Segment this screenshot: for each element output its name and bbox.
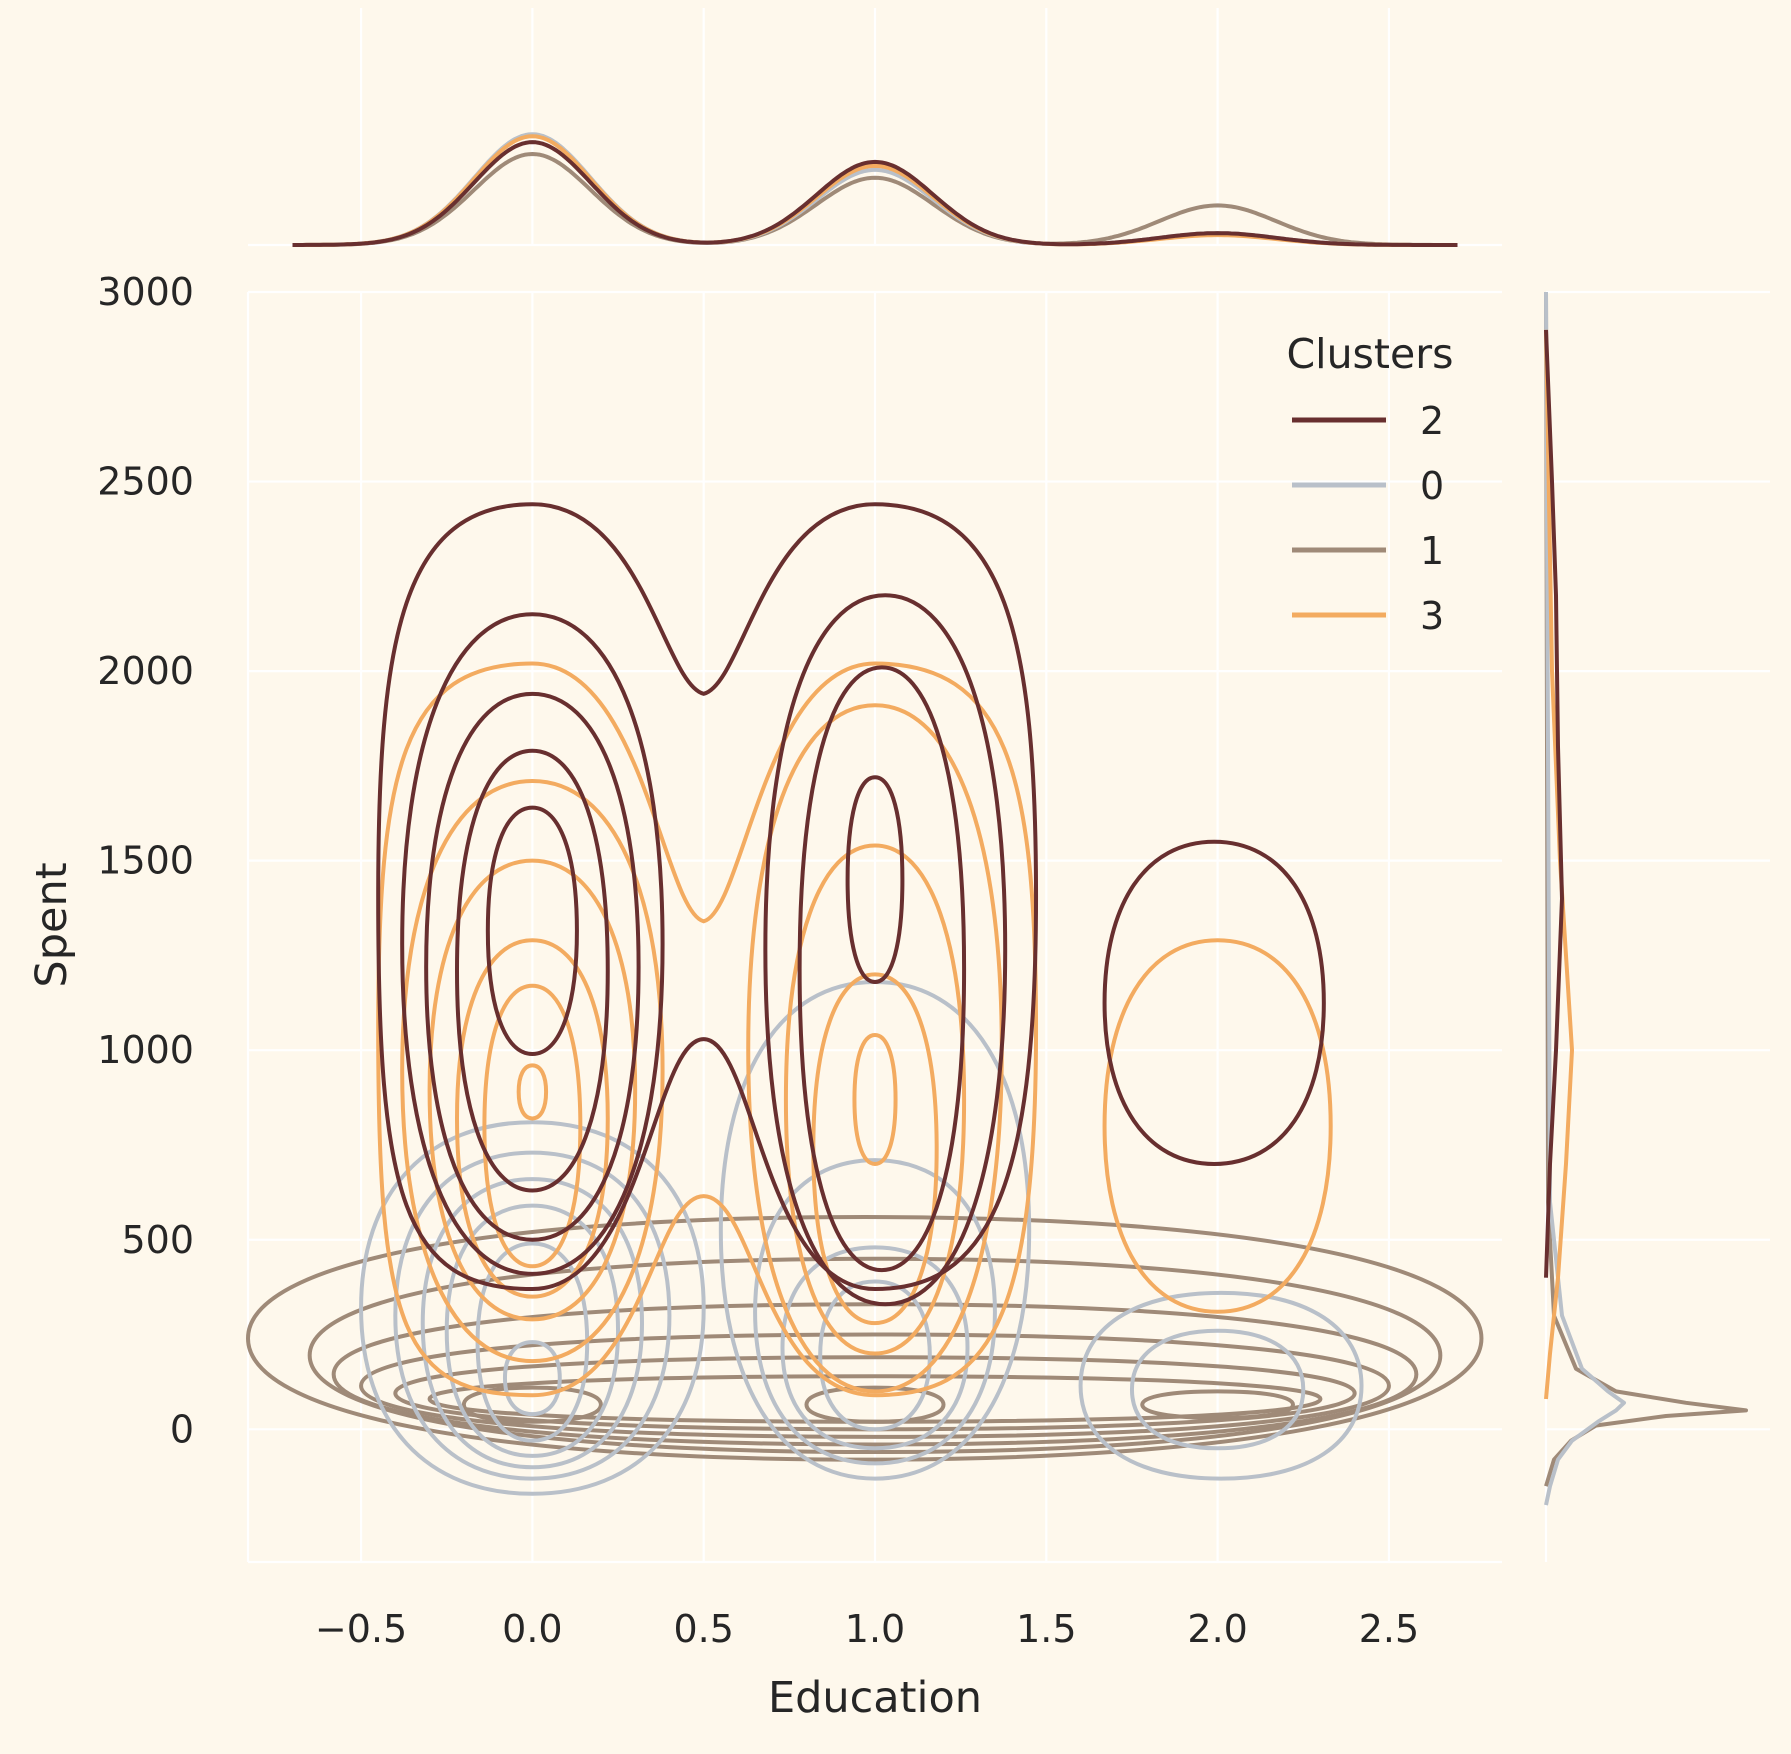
kde-contour (246, 1215, 1484, 1462)
y-tick-label: 500 (121, 1218, 194, 1262)
y-tick-label: 3000 (97, 270, 194, 314)
top-marginal-plot (292, 132, 1458, 247)
kde-contour (376, 502, 1039, 1292)
kde-contour (845, 775, 905, 984)
kde-contour (516, 1063, 549, 1121)
kde-contour (444, 1203, 621, 1458)
kde-contour (475, 1241, 590, 1443)
y-tick-label: 1500 (97, 839, 194, 883)
kde-contour (307, 1256, 1443, 1455)
kde-contour (455, 748, 610, 1193)
kde-contour (780, 1245, 970, 1451)
kde-contour (400, 779, 665, 1364)
legend-label-2: 2 (1420, 399, 1444, 443)
kde-contour (1140, 1389, 1295, 1420)
kde-contour (455, 938, 610, 1299)
series-2-contours (376, 502, 1326, 1307)
legend-label-1: 1 (1420, 529, 1444, 573)
y-tick-label: 1000 (97, 1028, 194, 1072)
kde-contour (482, 983, 583, 1269)
kde-contour (359, 1332, 1391, 1439)
kde-contour (376, 661, 1039, 1398)
kde-contour (359, 1120, 706, 1496)
kde-contour (783, 843, 967, 1356)
x-tick-label: 1.5 (1016, 1607, 1076, 1651)
y-tick-label: 2000 (97, 649, 194, 693)
kde-contour (461, 1385, 603, 1424)
x-tick-labels: −0.5 0.0 0.5 1.0 1.5 2.0 2.5 (315, 1607, 1419, 1651)
series-0-contours (359, 979, 1364, 1496)
y-axis-label: Spent (27, 862, 77, 987)
series-3-contours (376, 661, 1333, 1398)
kde-contour (811, 972, 939, 1326)
right-marginal-density-0 (1544, 291, 1626, 1506)
kde-contour (797, 665, 967, 1273)
kde-contour (1102, 839, 1326, 1166)
kde-contour (852, 1033, 898, 1166)
x-tick-label: 2.5 (1359, 1607, 1419, 1651)
kde-contour (502, 1340, 562, 1417)
x-tick-label: 0.5 (673, 1607, 733, 1651)
kde-contour (424, 691, 641, 1242)
kde-contour (1102, 938, 1333, 1314)
x-axis-label: Education (768, 1673, 982, 1723)
x-tick-label: 0.0 (502, 1607, 562, 1651)
kde-contour (804, 1385, 946, 1424)
kde-contour (393, 1150, 672, 1481)
kde-contour (1078, 1290, 1364, 1481)
x-tick-label: 2.0 (1187, 1607, 1247, 1651)
kde-contour (763, 593, 1008, 1307)
top-marginal-density-2 (292, 140, 1458, 247)
legend-title: Clusters (1287, 330, 1454, 378)
main-plot-area (246, 502, 1484, 1496)
kde-contour (400, 612, 665, 1276)
legend-label-3: 3 (1420, 594, 1444, 638)
right-marginal-plot (1544, 291, 1748, 1506)
legend-label-0: 0 (1420, 464, 1444, 508)
right-marginal-density-3 (1544, 329, 1574, 1400)
top-marginal-density-1 (292, 152, 1458, 247)
kde-contour (427, 858, 638, 1322)
y-tick-label: 2500 (97, 460, 194, 504)
kde-contour (485, 805, 579, 1056)
x-tick-label: 1.0 (845, 1607, 905, 1651)
y-tick-label: 0 (170, 1407, 194, 1451)
kde-contour (1129, 1328, 1306, 1451)
x-tick-label: −0.5 (315, 1607, 407, 1651)
y-tick-labels: 0 500 1000 1500 2000 2500 3000 (97, 270, 194, 1451)
kde-contour (420, 1177, 645, 1470)
right-marginal-density-2 (1544, 329, 1564, 1278)
kde-contour (718, 979, 1032, 1481)
kde-contour (746, 703, 1004, 1394)
legend: Clusters 2 0 1 3 (1287, 330, 1454, 638)
grid (246, 8, 1770, 1564)
